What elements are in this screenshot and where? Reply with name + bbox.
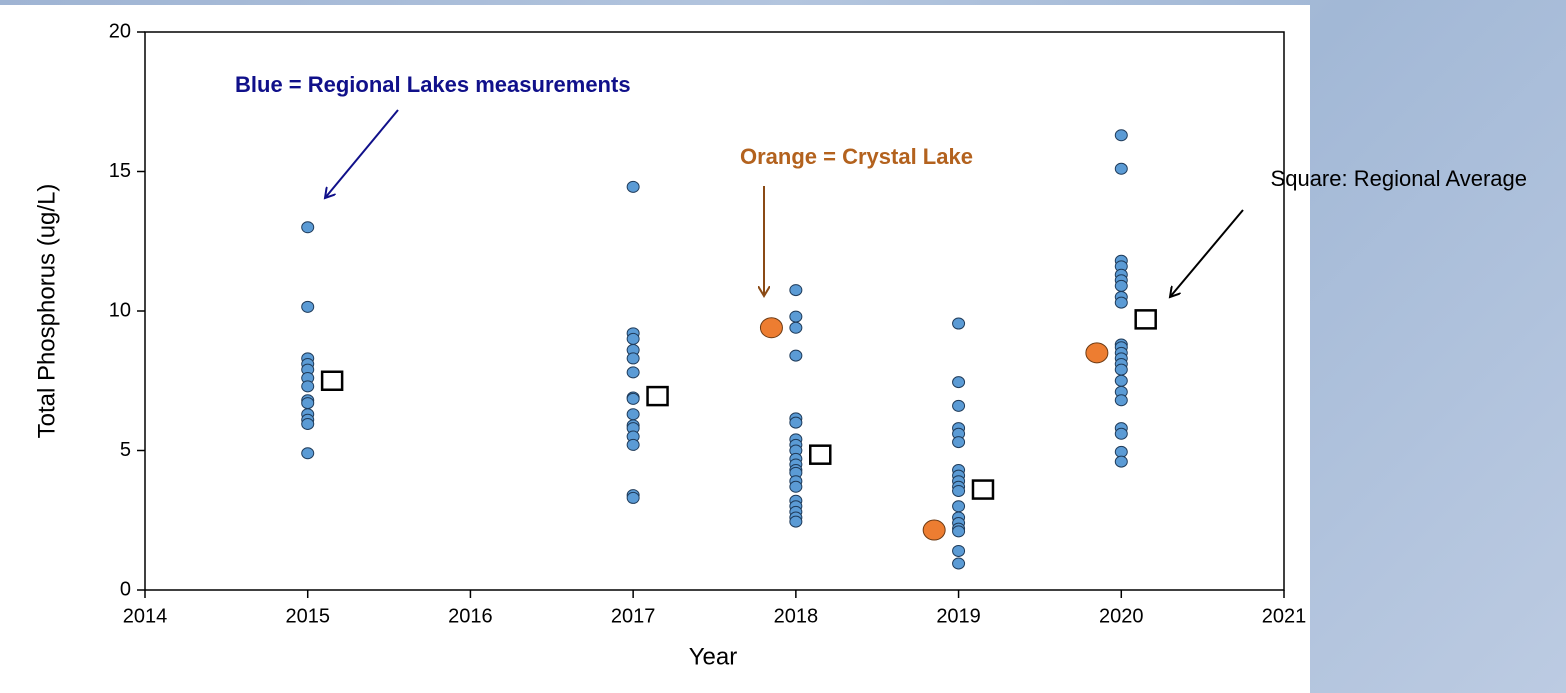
y-tick-label: 15 bbox=[109, 160, 131, 182]
point bbox=[627, 409, 639, 420]
point bbox=[302, 381, 314, 392]
point bbox=[953, 526, 965, 537]
y-tick-label: 20 bbox=[109, 20, 131, 42]
point bbox=[302, 301, 314, 312]
point bbox=[627, 439, 639, 450]
chart: Year Total Phosphorus (ug/L) 0 5 10 15 20 201… bbox=[0, 0, 1566, 693]
point bbox=[953, 437, 965, 448]
point bbox=[1115, 297, 1127, 308]
point bbox=[1115, 428, 1127, 439]
point bbox=[302, 398, 314, 409]
x-tick-label: 2016 bbox=[448, 605, 493, 627]
point bbox=[953, 558, 965, 569]
point bbox=[627, 367, 639, 378]
x-tick-label: 2020 bbox=[1099, 605, 1144, 627]
average-marker bbox=[1136, 310, 1156, 328]
point bbox=[627, 333, 639, 344]
point bbox=[953, 545, 965, 556]
point bbox=[302, 222, 314, 233]
average-marker bbox=[648, 387, 668, 405]
point bbox=[953, 400, 965, 411]
average-marker bbox=[810, 446, 830, 464]
x-tick-label: 2014 bbox=[123, 605, 168, 627]
y-tick-label: 5 bbox=[120, 439, 131, 461]
point bbox=[790, 311, 802, 322]
point bbox=[953, 485, 965, 496]
point bbox=[1086, 343, 1108, 363]
point bbox=[953, 318, 965, 329]
point bbox=[953, 377, 965, 388]
point bbox=[923, 520, 945, 540]
point bbox=[790, 350, 802, 361]
average-marker bbox=[973, 481, 993, 499]
point bbox=[1115, 364, 1127, 375]
point bbox=[1115, 375, 1127, 386]
point bbox=[627, 492, 639, 503]
annotation: Blue = Regional Lakes measurements bbox=[235, 72, 631, 97]
y-axis-title: Total Phosphorus (ug/L) bbox=[33, 184, 60, 439]
point bbox=[1115, 130, 1127, 141]
annotation: Orange = Crystal Lake bbox=[740, 144, 973, 169]
average-marker bbox=[322, 372, 342, 390]
x-tick-label: 2018 bbox=[774, 605, 819, 627]
point bbox=[760, 318, 782, 338]
x-tick-label: 2015 bbox=[285, 605, 330, 627]
point bbox=[953, 501, 965, 512]
point bbox=[1115, 395, 1127, 406]
annotation: Square: Regional Average bbox=[1271, 166, 1527, 191]
point bbox=[302, 448, 314, 459]
x-tick-label: 2019 bbox=[936, 605, 981, 627]
point bbox=[790, 516, 802, 527]
point bbox=[790, 417, 802, 428]
x-tick-label: 2021 bbox=[1262, 605, 1307, 627]
point bbox=[302, 418, 314, 429]
y-tick-label: 10 bbox=[109, 299, 131, 321]
x-tick-label: 2017 bbox=[611, 605, 656, 627]
point bbox=[1115, 163, 1127, 174]
point bbox=[627, 353, 639, 364]
point bbox=[1115, 280, 1127, 291]
x-axis-title: Year bbox=[689, 643, 738, 670]
point bbox=[790, 322, 802, 333]
point bbox=[627, 181, 639, 192]
y-tick-label: 0 bbox=[120, 578, 131, 600]
point bbox=[1115, 456, 1127, 467]
point bbox=[790, 285, 802, 296]
point bbox=[627, 393, 639, 404]
point bbox=[790, 481, 802, 492]
